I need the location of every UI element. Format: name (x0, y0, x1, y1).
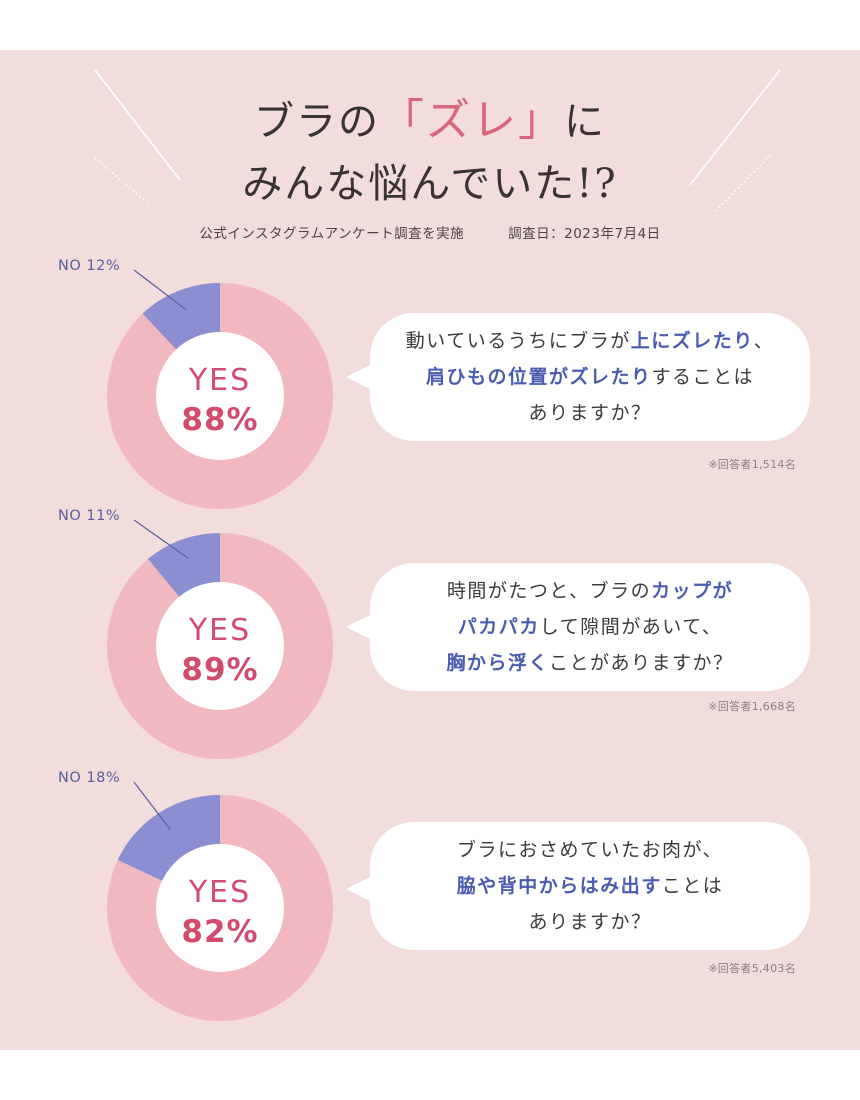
bubble-tail (346, 364, 372, 390)
donut-chart: YES 82% (107, 781, 333, 1021)
no-leader-line (133, 781, 171, 830)
respondent-note: ※回答者1,514名 (708, 458, 796, 471)
question-block-3: NO 18% YES 82% ブラにおさめていたお肉が、 脇や背中からはみ出すことは… (0, 770, 860, 1021)
question-text: ことは (661, 875, 724, 897)
question-bubble: 動いているうちにブラが上にズレたり、 肩ひもの位置がズレたりすることは ありますか？ (370, 313, 810, 441)
survey-subtitle: 公式インスタグラムアンケート調査を実施 調査日：2023年7月4日 (0, 222, 860, 242)
question-line: ありますか？ (528, 395, 651, 431)
question-line: ありますか？ (528, 904, 651, 940)
question-text: ありますか？ (528, 402, 652, 424)
yes-percent-label: 88% (181, 402, 258, 438)
question-text: 、 (753, 330, 775, 352)
question-block-2: NO 11% YES 89% 時間がたつと、ブラのカップが パカパカして隙間があいて… (0, 508, 860, 759)
question-text: ことがありますか？ (549, 652, 734, 674)
yes-label: YES (188, 613, 251, 648)
yes-percent-label: 89% (181, 652, 258, 688)
title-open-bracket: 「 (380, 95, 426, 146)
respondent-note: ※回答者5,403名 (708, 962, 796, 975)
decorative-lines (94, 69, 781, 213)
question-bubble: 時間がたつと、ブラのカップが パカパカして隙間があいて、 胸から浮くことがありますか… (370, 563, 810, 691)
question-text: して隙間があいて、 (539, 616, 723, 638)
question-line: 時間がたつと、ブラのカップが (447, 573, 733, 609)
respondent-note: ※回答者1,668名 (708, 700, 796, 713)
no-label: NO 18% (58, 770, 121, 786)
title-close-bracket: 」 (518, 95, 564, 146)
question-bubble: ブラにおさめていたお肉が、 脇や背中からはみ出すことは ありますか？ (370, 822, 810, 950)
question-line: 動いているうちにブラが上にズレたり、 (406, 323, 774, 359)
yes-label: YES (188, 875, 251, 910)
question-text: 時間がたつと、ブラの (446, 580, 652, 602)
question-emphasis: 脇や背中からはみ出す (456, 875, 662, 897)
no-label: NO 11% (58, 508, 121, 524)
title-part1: ブラの (254, 99, 380, 145)
question-emphasis: パカパカ (457, 616, 540, 638)
question-block-1: NO 12% YES 88% 動いているうちにブラが上にズレたり、 肩ひもの位置がズ… (0, 258, 860, 509)
survey-method: 公式インスタグラムアンケート調査を実施 (199, 226, 465, 242)
question-line: ブラにおさめていたお肉が、 (457, 832, 723, 868)
question-emphasis: 肩ひもの位置がズレたり (425, 366, 652, 388)
deco-line-left (94, 69, 181, 181)
deco-line-right (689, 69, 781, 186)
no-leader-line (133, 269, 187, 311)
question-line: 脇や背中からはみ出すことは (457, 868, 724, 904)
question-line: 胸から浮くことがありますか？ (446, 645, 733, 681)
question-emphasis: 上にズレたり (630, 330, 754, 352)
donut-chart: YES 88% (107, 269, 333, 509)
title-part2: に (564, 99, 606, 145)
survey-date: 調査日：2023年7月4日 (508, 226, 661, 242)
donut-hole (156, 844, 284, 972)
yes-label: YES (188, 363, 251, 398)
donut-hole (156, 332, 284, 460)
question-text: ありますか？ (528, 911, 652, 933)
deco-line-left-dotted (94, 157, 151, 206)
title-highlight: ズレ (426, 95, 518, 146)
question-emphasis: 胸から浮く (446, 652, 549, 674)
question-text: ブラにおさめていたお肉が、 (456, 839, 724, 861)
bubble-tail (346, 614, 372, 640)
question-line: 肩ひもの位置がズレたりすることは (426, 359, 754, 395)
yes-percent-label: 82% (181, 914, 258, 950)
survey-panel: ブラの「ズレ」に みんな悩んでいた!? 公式インスタグラムアンケート調査を実施 調… (0, 50, 860, 1050)
page-title-line2: みんな悩んでいた!? (242, 161, 618, 207)
question-emphasis: カップが (651, 580, 734, 602)
page-title-line1: ブラの「ズレ」に (0, 95, 860, 148)
question-text: することは (651, 366, 755, 388)
question-line: パカパカして隙間があいて、 (458, 609, 722, 645)
no-leader-line (133, 519, 189, 559)
donut-hole (156, 582, 284, 710)
question-text: 動いているうちにブラが (405, 330, 631, 352)
bubble-tail (346, 876, 372, 902)
donut-chart: YES 89% (107, 519, 333, 759)
no-label: NO 12% (58, 258, 121, 274)
